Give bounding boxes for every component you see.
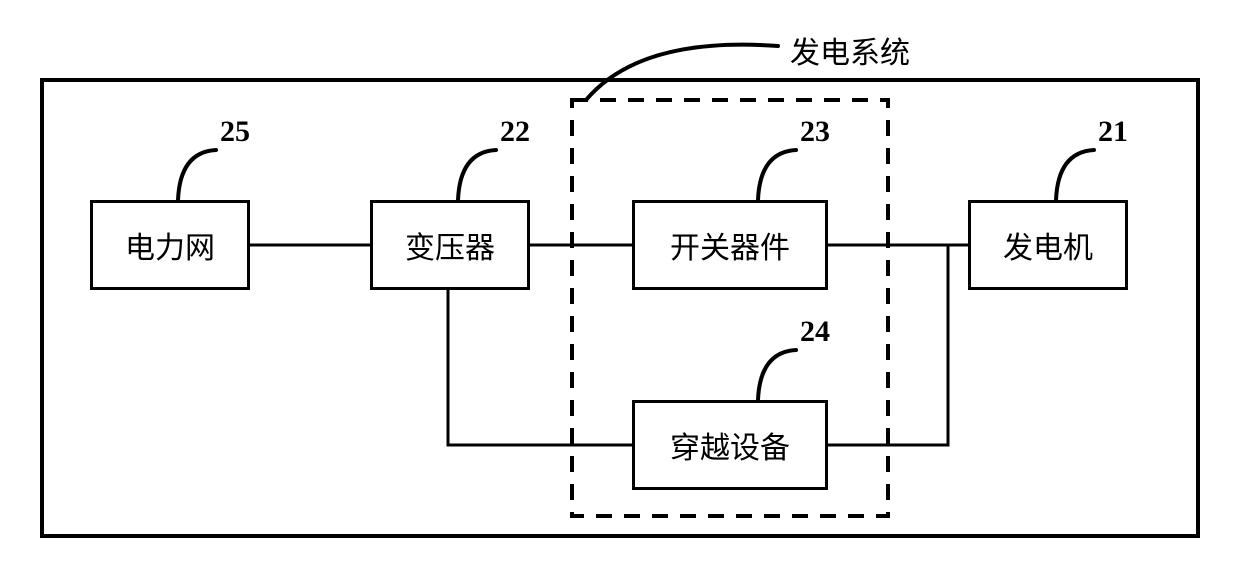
node-label-transformer: 变压器 [405,223,495,267]
node-ride: 穿越设备 [632,400,828,490]
node-switch: 开关器件 [632,200,828,290]
system-title: 发电系统 [790,28,910,72]
node-label-generator: 发电机 [1003,223,1093,267]
node-grid: 电力网 [90,200,250,290]
ref-21: 21 [1098,115,1128,149]
ref-22: 22 [500,115,530,149]
node-label-switch: 开关器件 [670,223,790,267]
node-label-ride: 穿越设备 [670,423,790,467]
ref-24: 24 [800,315,830,349]
ref-25: 25 [220,115,250,149]
diagram-canvas: 电力网 变压器 开关器件 发电机 穿越设备 发电系统 25 22 23 21 2… [0,0,1240,576]
node-label-grid: 电力网 [125,223,215,267]
node-generator: 发电机 [968,200,1128,290]
node-transformer: 变压器 [370,200,530,290]
outer-box [40,78,1200,538]
ref-23: 23 [800,115,830,149]
